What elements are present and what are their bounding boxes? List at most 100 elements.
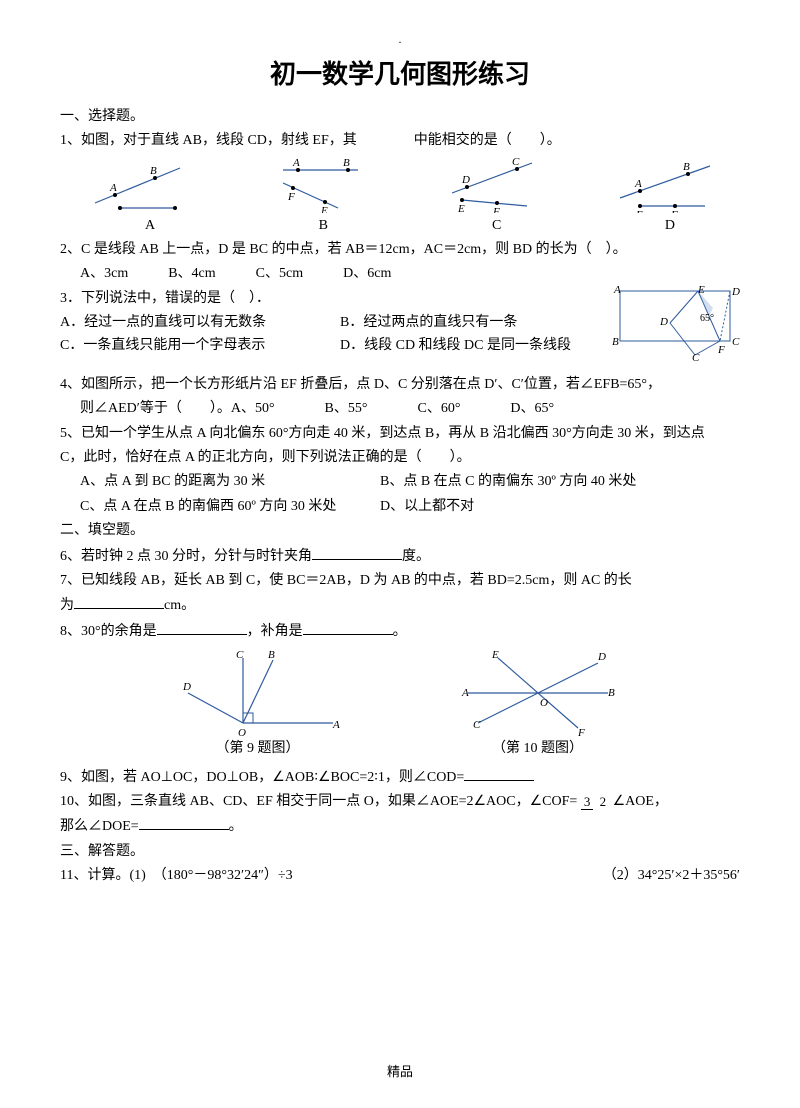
q11-part1: 11、计算。(1) （180°－98°32′24″）÷3 bbox=[60, 865, 293, 887]
q3-block: 3．下列说法中，错误的是（ ）． A．经过一点的直线可以有无数条 B．经过两点的… bbox=[60, 288, 740, 357]
q1-text: 1、如图，对于直线 AB，线段 CD，射线 EF，其 中能相交的是（ ）。 bbox=[60, 130, 740, 152]
fig9-caption: （第 9 题图） bbox=[173, 738, 343, 760]
svg-text:D: D bbox=[659, 316, 668, 328]
q1-label-d: D bbox=[600, 215, 740, 237]
q3-opt-a: A．经过一点的直线可以有无数条 bbox=[60, 312, 310, 334]
q5-row2: C、点 A 在点 B 的南偏西 60º 方向 30 米处 D、以上都不对 bbox=[60, 496, 740, 518]
svg-text:D: D bbox=[461, 174, 470, 186]
q5-opt-c: C、点 A 在点 B 的南偏西 60º 方向 30 米处 bbox=[80, 496, 380, 518]
svg-text:E: E bbox=[491, 649, 499, 661]
q3-opt-d: D．线段 CD 和线段 DC 是同一条线段 bbox=[340, 335, 571, 357]
q2-opt-d: D、6cm bbox=[343, 263, 391, 285]
q6-suffix: 度。 bbox=[402, 549, 430, 564]
page-title: 初一数学几何图形练习 bbox=[60, 54, 740, 96]
svg-text:E: E bbox=[457, 203, 465, 213]
svg-text:A: A bbox=[634, 178, 642, 190]
q7-suffix: cm。 bbox=[164, 598, 195, 613]
section-1-heading: 一、选择题。 bbox=[60, 106, 740, 128]
q7-prefix: 为 bbox=[60, 598, 74, 613]
q1-diagram-c: D C E F C bbox=[427, 158, 567, 237]
q2-opt-a: A、3cm bbox=[80, 263, 128, 285]
svg-text:D: D bbox=[182, 681, 191, 693]
q1-svg-a: A B C D bbox=[90, 158, 210, 213]
q4-opt-b: B、55° bbox=[325, 398, 368, 420]
q3-opt-c: C．一条直线只能用一个字母表示 bbox=[60, 335, 310, 357]
q10-fraction: 3 2 bbox=[581, 795, 609, 809]
svg-text:A: A bbox=[292, 158, 300, 169]
q11: 11、计算。(1) （180°－98°32′24″）÷3 （2）34°25′×2… bbox=[60, 865, 740, 887]
svg-text:F: F bbox=[717, 344, 725, 356]
q5-opt-b: B、点 B 在点 C 的南偏东 30º 方向 40 米处 bbox=[380, 471, 636, 493]
section-2-heading: 二、填空题。 bbox=[60, 520, 740, 542]
q11-part2: （2）34°25′×2＋35°56′ bbox=[603, 865, 740, 887]
svg-text:C: C bbox=[692, 352, 700, 363]
q6-blank bbox=[312, 545, 402, 560]
svg-text:D: D bbox=[597, 651, 606, 663]
q5-row1: A、点 A 到 BC 的距离为 30 米 B、点 B 在点 C 的南偏东 30º… bbox=[60, 471, 740, 493]
q8-blank2 bbox=[303, 620, 393, 635]
page-footer: 精品 bbox=[0, 1062, 800, 1083]
q1-svg-d: A B E F bbox=[610, 158, 730, 213]
svg-text:O: O bbox=[540, 697, 548, 709]
q9-text: 9、如图，若 AO⊥OC，DO⊥OB，∠AOB∶∠BOC=2∶1，则∠COD= bbox=[60, 770, 464, 785]
q10-text-b: ∠AOE， bbox=[613, 794, 668, 809]
svg-text:A: A bbox=[613, 284, 621, 296]
svg-text:B: B bbox=[612, 336, 619, 348]
fig10-caption: （第 10 题图） bbox=[448, 738, 628, 760]
svg-text:B: B bbox=[268, 649, 275, 661]
svg-text:C: C bbox=[236, 649, 244, 661]
svg-text:B: B bbox=[150, 165, 157, 177]
svg-text:C: C bbox=[116, 211, 124, 213]
q8-text: 8、30°的余角是 bbox=[60, 624, 157, 639]
q1-label-b: B bbox=[253, 215, 393, 237]
svg-text:A: A bbox=[109, 182, 117, 194]
page-header-dot: . bbox=[60, 30, 740, 49]
q10-line1: 10、如图，三条直线 AB、CD、EF 相交于同一点 O，如果∠AOE=2∠AO… bbox=[60, 791, 740, 813]
svg-text:E: E bbox=[697, 284, 705, 296]
q4-text: 4、如图所示，把一个长方形纸片沿 EF 折叠后，点 D、C 分别落在点 D′、C… bbox=[60, 374, 740, 396]
section-3-heading: 三、解答题。 bbox=[60, 841, 740, 863]
frac-num: 3 bbox=[581, 794, 594, 810]
q9-blank bbox=[464, 766, 534, 781]
svg-text:O: O bbox=[238, 727, 246, 738]
q1-diagram-a: A B C D A bbox=[80, 158, 220, 237]
q4-options-row: 则∠AED′等于（ ）。A、50° B、55° C、60° D、65° bbox=[60, 398, 740, 420]
q9: 9、如图，若 AO⊥OC，DO⊥OB，∠AOB∶∠BOC=2∶1，则∠COD= bbox=[60, 766, 740, 789]
q1-svg-b: A B F E bbox=[263, 158, 383, 213]
q4-text2: 则∠AED′等于（ ）。A、50° bbox=[80, 398, 275, 420]
svg-text:B: B bbox=[683, 161, 690, 173]
q6: 6、若时钟 2 点 30 分时，分针与时针夹角度。 bbox=[60, 545, 740, 568]
svg-text:D: D bbox=[170, 211, 179, 213]
svg-text:F: F bbox=[287, 191, 295, 203]
svg-text:D: D bbox=[731, 286, 740, 298]
q7-line2: 为 cm。 bbox=[60, 594, 740, 617]
svg-text:E: E bbox=[635, 209, 643, 213]
q1-label-a: A bbox=[80, 215, 220, 237]
q10-suffix: 。 bbox=[229, 819, 243, 834]
q2-opt-b: B、4cm bbox=[168, 263, 215, 285]
q5-text: 5、已知一个学生从点 A 向北偏东 60°方向走 40 米，到达点 B，再从 B… bbox=[60, 423, 740, 445]
svg-text:F: F bbox=[670, 209, 678, 213]
q10-blank bbox=[139, 815, 229, 830]
q2-text: 2、C 是线段 AB 上一点，D 是 BC 的中点，若 AB＝12cm，AC＝2… bbox=[60, 239, 740, 261]
q7-blank bbox=[74, 594, 164, 609]
svg-text:C: C bbox=[732, 336, 740, 348]
mid-figures: A O B C D （第 9 题图） A B C D E F O （第 10 题… bbox=[120, 648, 680, 760]
q3-figure: A E D B C D F C 65° bbox=[610, 283, 750, 363]
figure-9: A O B C D （第 9 题图） bbox=[173, 648, 343, 760]
figure-10: A B C D E F O （第 10 题图） bbox=[448, 648, 628, 760]
q2-opt-c: C、5cm bbox=[256, 263, 303, 285]
svg-text:B: B bbox=[608, 687, 615, 699]
q8-mid: ，补角是 bbox=[247, 624, 303, 639]
frac-den: 2 bbox=[597, 794, 610, 809]
svg-text:C: C bbox=[473, 719, 481, 731]
svg-text:A: A bbox=[332, 719, 340, 731]
q1-label-c: C bbox=[427, 215, 567, 237]
q8-suffix: 。 bbox=[393, 624, 407, 639]
q1-diagram-b: A B F E B bbox=[253, 158, 393, 237]
q5-opt-d: D、以上都不对 bbox=[380, 496, 474, 518]
svg-text:F: F bbox=[492, 206, 500, 213]
q1-svg-c: D C E F bbox=[437, 158, 557, 213]
q1-part2: 中能相交的是（ ）。 bbox=[414, 133, 561, 148]
q4-opt-d: D、65° bbox=[510, 398, 554, 420]
